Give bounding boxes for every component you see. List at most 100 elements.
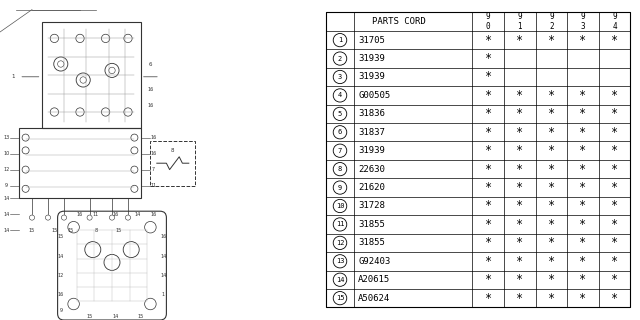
- Text: 15: 15: [138, 314, 144, 319]
- Text: *: *: [516, 199, 524, 212]
- Text: *: *: [484, 70, 492, 84]
- Text: 14: 14: [336, 277, 344, 283]
- Text: *: *: [548, 89, 555, 102]
- Text: 15: 15: [29, 228, 35, 233]
- Text: 16: 16: [160, 234, 166, 239]
- Text: 9: 9: [60, 308, 62, 313]
- Text: *: *: [484, 52, 492, 65]
- Text: *: *: [516, 163, 524, 176]
- Text: 9
2: 9 2: [549, 12, 554, 31]
- Text: *: *: [611, 236, 618, 249]
- Bar: [19, 128, 141, 198]
- Text: *: *: [579, 181, 587, 194]
- Text: 11: 11: [93, 212, 99, 217]
- Text: 9: 9: [5, 183, 8, 188]
- Text: *: *: [579, 236, 587, 249]
- Text: *: *: [484, 163, 492, 176]
- Text: 1: 1: [162, 292, 164, 297]
- Text: *: *: [548, 273, 555, 286]
- Text: 15: 15: [51, 228, 58, 233]
- Text: *: *: [611, 163, 618, 176]
- Text: 16: 16: [58, 292, 64, 297]
- Text: *: *: [484, 144, 492, 157]
- Text: 16: 16: [150, 135, 157, 140]
- Text: *: *: [484, 181, 492, 194]
- Text: 14: 14: [3, 196, 10, 201]
- Text: *: *: [611, 34, 618, 47]
- Text: *: *: [548, 199, 555, 212]
- Text: *: *: [548, 236, 555, 249]
- Text: *: *: [484, 34, 492, 47]
- Text: *: *: [516, 292, 524, 305]
- Text: 9
4: 9 4: [612, 12, 617, 31]
- Text: *: *: [548, 126, 555, 139]
- Text: *: *: [611, 181, 618, 194]
- Text: *: *: [484, 273, 492, 286]
- Text: *: *: [516, 236, 524, 249]
- Text: *: *: [516, 144, 524, 157]
- Text: 16: 16: [147, 103, 154, 108]
- Text: *: *: [484, 89, 492, 102]
- Text: 3: 3: [338, 74, 342, 80]
- Text: *: *: [516, 107, 524, 120]
- Text: *: *: [579, 34, 587, 47]
- Text: 14: 14: [3, 228, 10, 233]
- Text: *: *: [611, 89, 618, 102]
- Text: 14: 14: [160, 253, 166, 259]
- Text: *: *: [516, 218, 524, 231]
- Text: 31939: 31939: [358, 54, 385, 63]
- Text: *: *: [579, 126, 587, 139]
- Text: *: *: [484, 107, 492, 120]
- Text: 8: 8: [171, 148, 175, 153]
- Text: 16: 16: [150, 212, 157, 217]
- Text: *: *: [484, 199, 492, 212]
- Text: *: *: [579, 292, 587, 305]
- Text: 14: 14: [160, 273, 166, 278]
- Text: *: *: [611, 107, 618, 120]
- Text: *: *: [548, 218, 555, 231]
- Text: *: *: [611, 273, 618, 286]
- Text: *: *: [516, 34, 524, 47]
- Text: 8: 8: [95, 228, 97, 233]
- Text: *: *: [579, 255, 587, 268]
- Text: 15: 15: [115, 228, 122, 233]
- Text: *: *: [516, 255, 524, 268]
- Text: 8: 8: [338, 166, 342, 172]
- Text: *: *: [548, 255, 555, 268]
- Text: 12: 12: [336, 240, 344, 246]
- Text: 1: 1: [338, 37, 342, 43]
- Text: 16: 16: [150, 151, 157, 156]
- Text: *: *: [611, 144, 618, 157]
- Text: 15: 15: [86, 314, 93, 319]
- Text: *: *: [516, 89, 524, 102]
- Text: 4: 4: [338, 92, 342, 99]
- Text: *: *: [579, 144, 587, 157]
- Text: 2: 2: [338, 56, 342, 61]
- Text: 6: 6: [148, 61, 152, 67]
- Text: *: *: [611, 199, 618, 212]
- Text: 1: 1: [11, 74, 15, 79]
- Text: G92403: G92403: [358, 257, 390, 266]
- Text: 12: 12: [3, 167, 10, 172]
- Text: A20615: A20615: [358, 275, 390, 284]
- Text: *: *: [579, 199, 587, 212]
- Text: *: *: [516, 181, 524, 194]
- Text: *: *: [579, 273, 587, 286]
- Text: 10: 10: [3, 151, 10, 156]
- Text: 11: 11: [336, 221, 344, 228]
- Text: *: *: [611, 126, 618, 139]
- Text: *: *: [579, 218, 587, 231]
- Text: 16: 16: [112, 212, 118, 217]
- Text: *: *: [484, 255, 492, 268]
- Text: *: *: [611, 218, 618, 231]
- Text: 16: 16: [147, 87, 154, 92]
- Text: 14: 14: [58, 253, 64, 259]
- Text: *: *: [548, 34, 555, 47]
- Text: *: *: [548, 181, 555, 194]
- Text: *: *: [516, 126, 524, 139]
- Text: 6: 6: [338, 129, 342, 135]
- Text: 31728: 31728: [358, 202, 385, 211]
- Text: 31836: 31836: [358, 109, 385, 118]
- Text: 31855: 31855: [358, 238, 385, 247]
- Text: 9
0: 9 0: [486, 12, 490, 31]
